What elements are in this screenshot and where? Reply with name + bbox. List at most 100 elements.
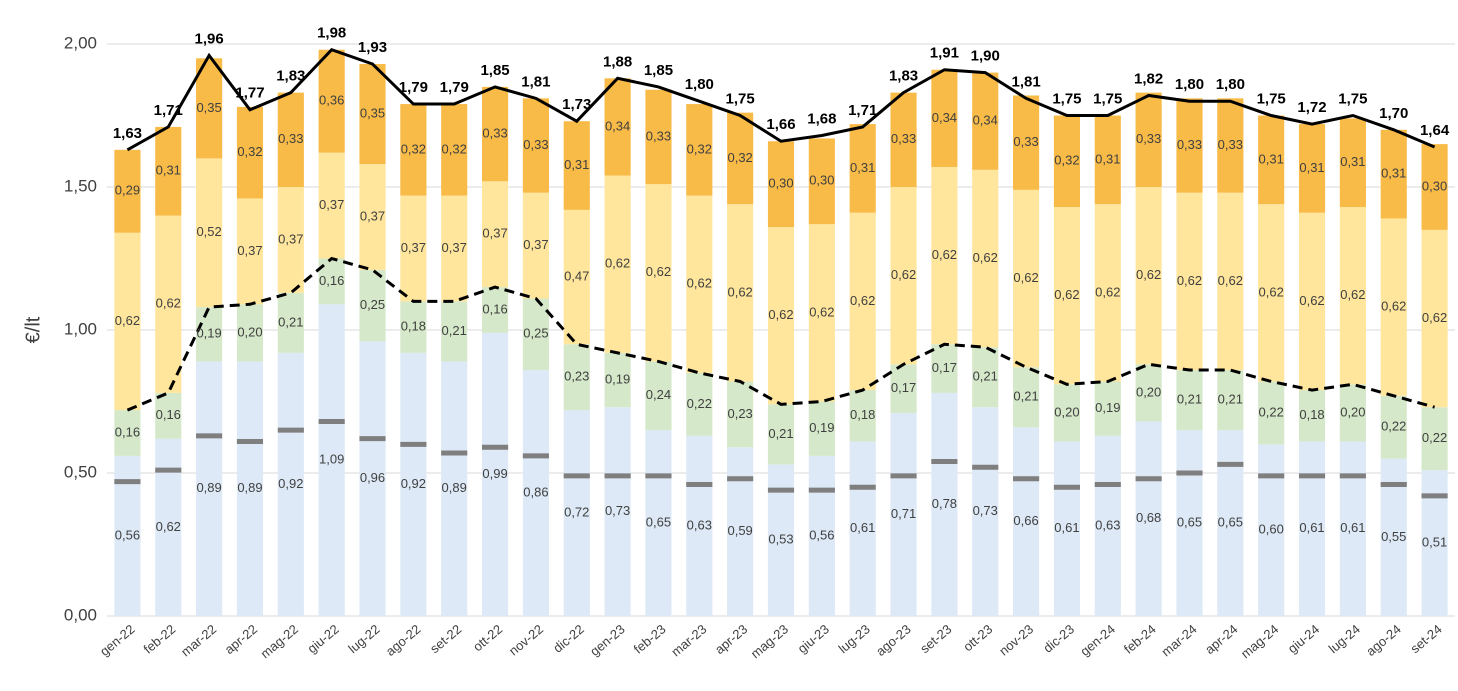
total-label: 1,79 <box>399 79 428 96</box>
x-tick-label: giu-22 <box>304 621 341 656</box>
bar-segment <box>359 341 386 616</box>
bar-segment <box>1053 115 1081 208</box>
bar-segment <box>196 361 223 616</box>
bar-value-label: 0,62 <box>1177 273 1202 288</box>
y-tick-label: 0,00 <box>64 605 97 624</box>
bar-segment <box>1053 207 1081 385</box>
bar-segment <box>277 352 304 616</box>
bar-segment <box>1217 192 1244 371</box>
bar-segment <box>481 86 509 182</box>
bar-value-label: 0,63 <box>687 517 712 532</box>
bar-value-label: 0,32 <box>687 141 712 156</box>
bar-segment <box>686 435 713 616</box>
y-tick-label: 2,00 <box>64 33 97 52</box>
x-tick-label: set-22 <box>427 621 464 656</box>
bar-segment <box>400 301 427 353</box>
bar-value-label: 0,19 <box>809 420 834 435</box>
x-tick-label: giu-24 <box>1285 621 1322 656</box>
bar-segment <box>1298 212 1326 391</box>
bar-segment <box>604 407 631 616</box>
bar-segment <box>441 361 468 616</box>
total-label: 1,83 <box>889 68 918 85</box>
bar-segment <box>277 187 304 293</box>
bar-value-label: 0,29 <box>115 183 140 198</box>
bar-value-label: 0,62 <box>1299 293 1324 308</box>
y-tick-label: 1,50 <box>64 176 97 195</box>
x-tick-label: feb-24 <box>1121 621 1159 656</box>
bar-segment <box>481 332 509 616</box>
bar-segment <box>441 301 468 362</box>
bar-segment <box>931 392 958 616</box>
bar-segment <box>481 181 509 288</box>
bar-value-label: 0,62 <box>973 250 998 265</box>
bar-value-label: 0,32 <box>442 141 467 156</box>
bar-value-label: 0,65 <box>646 514 671 529</box>
bar-segment <box>400 195 427 302</box>
bar-value-label: 0,16 <box>115 424 140 439</box>
x-tick-label: apr-23 <box>712 621 750 657</box>
bar-segment <box>522 298 549 371</box>
bar-segment <box>604 175 631 353</box>
total-label: 1,75 <box>1093 90 1122 107</box>
bar-segment <box>1053 384 1081 442</box>
bar-value-label: 0,53 <box>768 532 793 547</box>
bar-segment <box>1176 370 1203 431</box>
bar-value-label: 0,37 <box>360 208 385 223</box>
bar-value-label: 0,19 <box>196 326 221 341</box>
bar-value-label: 0,33 <box>1136 131 1161 146</box>
bar-value-label: 0,66 <box>1013 513 1038 528</box>
bar-segment <box>1339 384 1366 442</box>
bar-segment <box>236 361 264 616</box>
bar-value-label: 0,55 <box>1381 529 1406 544</box>
bar-segment <box>1421 407 1448 471</box>
bar-value-label: 0,60 <box>1259 522 1284 537</box>
bar-segment <box>1258 444 1285 616</box>
bar-segment <box>1258 115 1285 205</box>
bar-value-label: 0,86 <box>523 484 548 499</box>
bar-segment <box>563 121 590 210</box>
bar-value-label: 0,25 <box>360 297 385 312</box>
total-label: 1,85 <box>644 62 673 79</box>
bar-segment <box>767 141 795 228</box>
total-label: 1,66 <box>766 116 795 133</box>
bar-value-label: 0,62 <box>727 284 752 299</box>
bar-value-label: 0,21 <box>1218 392 1243 407</box>
x-tick-label: giu-23 <box>795 621 832 656</box>
bar-value-label: 0,62 <box>115 313 140 328</box>
bar-segment <box>400 104 427 196</box>
total-label: 1,96 <box>195 30 224 47</box>
bar-segment <box>645 184 672 362</box>
x-tick-label: lug-23 <box>836 621 873 656</box>
bar-value-label: 0,56 <box>809 527 834 542</box>
bar-value-label: 0,31 <box>1259 151 1284 166</box>
bar-segment <box>1176 430 1203 616</box>
x-tick-label: nov-23 <box>996 621 1036 658</box>
bar-value-label: 0,32 <box>401 141 426 156</box>
bar-value-label: 0,21 <box>1013 389 1038 404</box>
bar-segment <box>522 98 549 193</box>
bar-value-label: 0,31 <box>1381 166 1406 181</box>
bar-value-label: 0,73 <box>973 503 998 518</box>
bar-segment <box>1421 229 1448 408</box>
total-label: 1,75 <box>1338 90 1367 107</box>
bar-value-label: 0,71 <box>891 506 916 521</box>
bar-segment <box>1094 381 1121 436</box>
bar-segment <box>1135 364 1162 422</box>
bar-value-label: 0,89 <box>237 480 262 495</box>
bar-segment <box>441 104 468 196</box>
bar-value-label: 0,33 <box>1177 137 1202 152</box>
bar-value-label: 0,20 <box>1136 384 1161 399</box>
bar-value-label: 0,72 <box>564 504 589 519</box>
bar-value-label: 0,73 <box>605 503 630 518</box>
bar-value-label: 0,99 <box>482 466 507 481</box>
bar-value-label: 0,37 <box>237 243 262 258</box>
x-tick-label: apr-24 <box>1202 621 1240 657</box>
bar-segment <box>972 169 999 348</box>
bar-value-label: 1,09 <box>319 452 344 467</box>
bar-value-label: 0,31 <box>1095 151 1120 166</box>
total-label: 1,73 <box>562 96 591 113</box>
bar-value-label: 0,19 <box>605 371 630 386</box>
bar-segment <box>890 412 917 616</box>
bar-value-label: 0,31 <box>1299 160 1324 175</box>
bar-value-label: 0,52 <box>196 224 221 239</box>
